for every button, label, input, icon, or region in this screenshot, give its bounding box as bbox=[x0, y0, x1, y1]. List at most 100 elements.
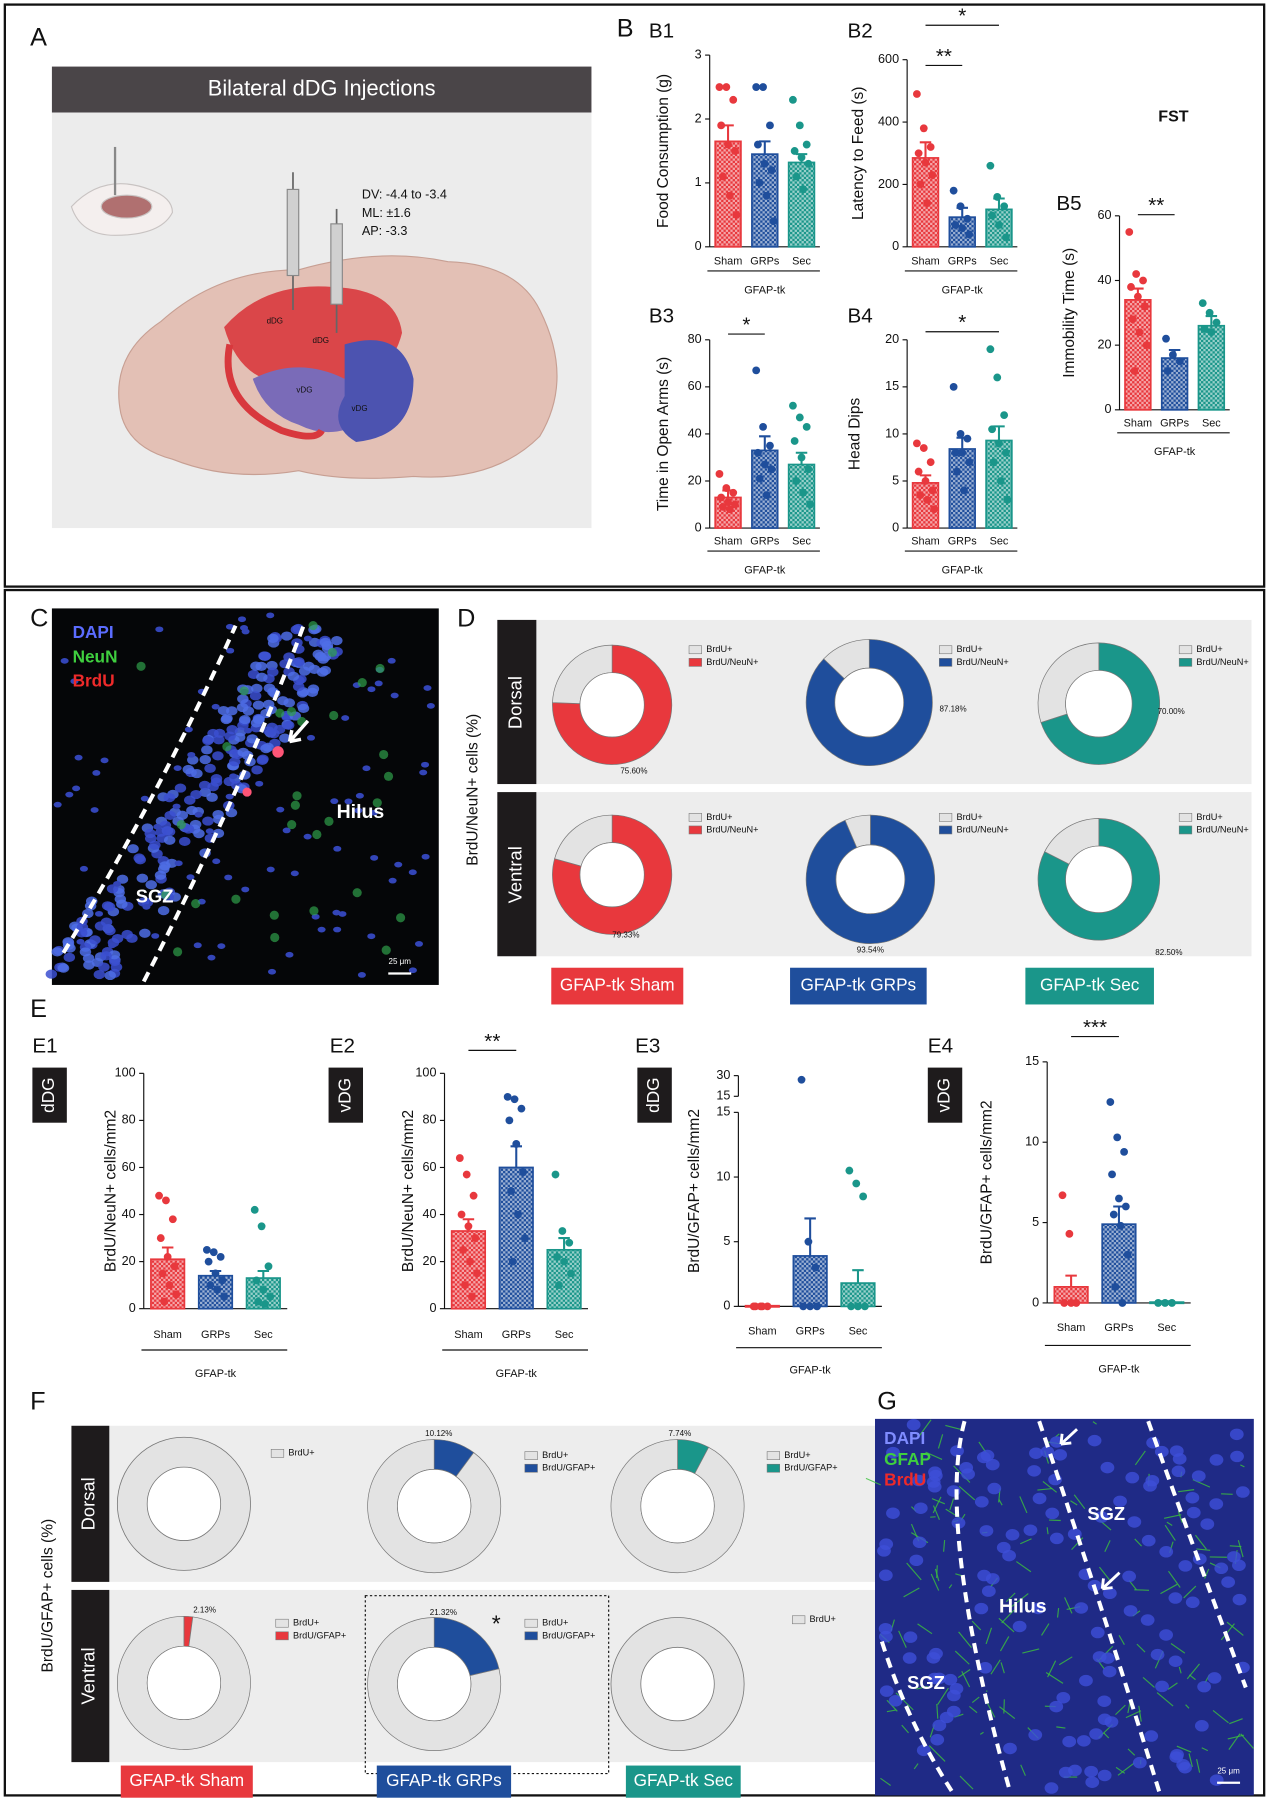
x-tick-label: GRPs bbox=[750, 256, 780, 268]
group-text: GFAP-tk Sec bbox=[634, 1770, 734, 1790]
legend-swatch bbox=[275, 1631, 289, 1641]
neun bbox=[270, 932, 280, 943]
data-point bbox=[731, 500, 739, 509]
nucleus bbox=[1232, 1593, 1247, 1606]
chart-label: E1 bbox=[32, 1034, 57, 1057]
mouse-icon bbox=[70, 146, 174, 236]
group-text: GFAP-tk Sham bbox=[129, 1770, 244, 1790]
nucleus bbox=[53, 801, 62, 808]
data-point bbox=[1058, 1191, 1067, 1200]
neun bbox=[269, 910, 279, 920]
nucleus bbox=[927, 1672, 942, 1685]
data-point bbox=[802, 140, 811, 149]
data-point bbox=[724, 498, 732, 507]
y-tick-label: 10 bbox=[716, 1169, 730, 1183]
cells bbox=[865, 1418, 1254, 1794]
gfap-fiber bbox=[928, 1745, 946, 1762]
nucleus bbox=[104, 926, 116, 936]
nucleus bbox=[1023, 1524, 1038, 1536]
legend-swatch bbox=[270, 1449, 285, 1458]
gfap-fiber bbox=[971, 1696, 980, 1703]
legend-label: BrdU/NeuN+ bbox=[1196, 657, 1248, 667]
nucleus bbox=[1090, 1626, 1105, 1639]
data-point bbox=[202, 1245, 211, 1254]
nucleus bbox=[421, 853, 430, 860]
data-point bbox=[551, 1170, 560, 1179]
pie-hole bbox=[834, 667, 905, 738]
data-point bbox=[1212, 318, 1221, 327]
y-tick-label: 15 bbox=[1025, 1054, 1039, 1068]
nucleus bbox=[1197, 1680, 1212, 1693]
value-label: 75.60% bbox=[620, 767, 647, 776]
nucleus bbox=[255, 780, 264, 787]
stain-label: DAPI bbox=[73, 622, 114, 642]
neun bbox=[239, 686, 249, 696]
data-point bbox=[170, 1262, 179, 1271]
data-point bbox=[797, 153, 806, 162]
data-point bbox=[921, 158, 930, 167]
significance-label: ** bbox=[484, 1030, 500, 1053]
nucleus bbox=[333, 845, 342, 852]
nucleus bbox=[878, 1622, 893, 1635]
stain-label: GFAP bbox=[884, 1449, 931, 1469]
data-point bbox=[503, 1092, 512, 1101]
gfap-fiber bbox=[1156, 1692, 1174, 1707]
data-point bbox=[799, 488, 808, 497]
chart-label: E4 bbox=[928, 1034, 953, 1057]
nucleus bbox=[1027, 1465, 1042, 1477]
nucleus bbox=[193, 942, 202, 949]
legend-swatch bbox=[524, 1631, 538, 1641]
gfap-fiber bbox=[1073, 1494, 1086, 1510]
data-point bbox=[799, 1302, 808, 1311]
stain-label: NeuN bbox=[73, 646, 118, 666]
nucleus bbox=[174, 860, 183, 867]
nucleus bbox=[228, 757, 241, 767]
data-point bbox=[715, 83, 724, 91]
data-point bbox=[916, 491, 925, 500]
region-label: Hilus bbox=[337, 801, 385, 823]
nucleus bbox=[1087, 1434, 1102, 1447]
nucleus bbox=[1168, 1655, 1183, 1667]
chart-label: B4 bbox=[847, 304, 872, 327]
pie-hole bbox=[1065, 670, 1133, 738]
error-bar bbox=[804, 1217, 816, 1256]
y-tick-label: 0 bbox=[892, 239, 899, 253]
group-box bbox=[1025, 967, 1154, 1005]
data-point bbox=[759, 83, 767, 91]
data-point bbox=[729, 95, 738, 104]
nucleus bbox=[1169, 1751, 1184, 1763]
gfap-fiber bbox=[1221, 1493, 1233, 1495]
data-point bbox=[1001, 233, 1010, 242]
nucleus bbox=[194, 811, 203, 818]
data-point bbox=[762, 491, 771, 500]
data-point bbox=[250, 1205, 259, 1214]
legend-swatch bbox=[688, 813, 702, 822]
data-point bbox=[1116, 1221, 1125, 1230]
data-point bbox=[1162, 334, 1170, 343]
group-box bbox=[790, 967, 927, 1005]
nucleus bbox=[133, 853, 145, 863]
nucleus bbox=[987, 1482, 1002, 1495]
data-point bbox=[759, 422, 767, 431]
nucleus bbox=[1214, 1562, 1229, 1575]
x-tick-label: Sec bbox=[1157, 1322, 1176, 1334]
pie-hole bbox=[579, 672, 645, 738]
value-label: 79.33% bbox=[612, 931, 639, 940]
gfap-fiber bbox=[1164, 1514, 1182, 1519]
nucleus bbox=[1085, 1776, 1100, 1788]
nucleus bbox=[201, 745, 213, 755]
data-point bbox=[469, 1191, 478, 1200]
data-point bbox=[854, 1302, 862, 1311]
data-point bbox=[1001, 448, 1010, 457]
value-label: 82.50% bbox=[1155, 948, 1182, 957]
y-axis-label: BrdU/NeuN+ cells (%) bbox=[464, 714, 481, 866]
data-point bbox=[766, 441, 774, 450]
nucleus bbox=[928, 1466, 942, 1478]
neun bbox=[357, 677, 367, 688]
stain-label: BrdU bbox=[73, 670, 115, 690]
nucleus bbox=[252, 700, 265, 710]
nucleus bbox=[1172, 1453, 1187, 1465]
data-point bbox=[1175, 357, 1184, 366]
y-tick-label: 60 bbox=[688, 379, 702, 393]
row-tab bbox=[497, 619, 537, 785]
